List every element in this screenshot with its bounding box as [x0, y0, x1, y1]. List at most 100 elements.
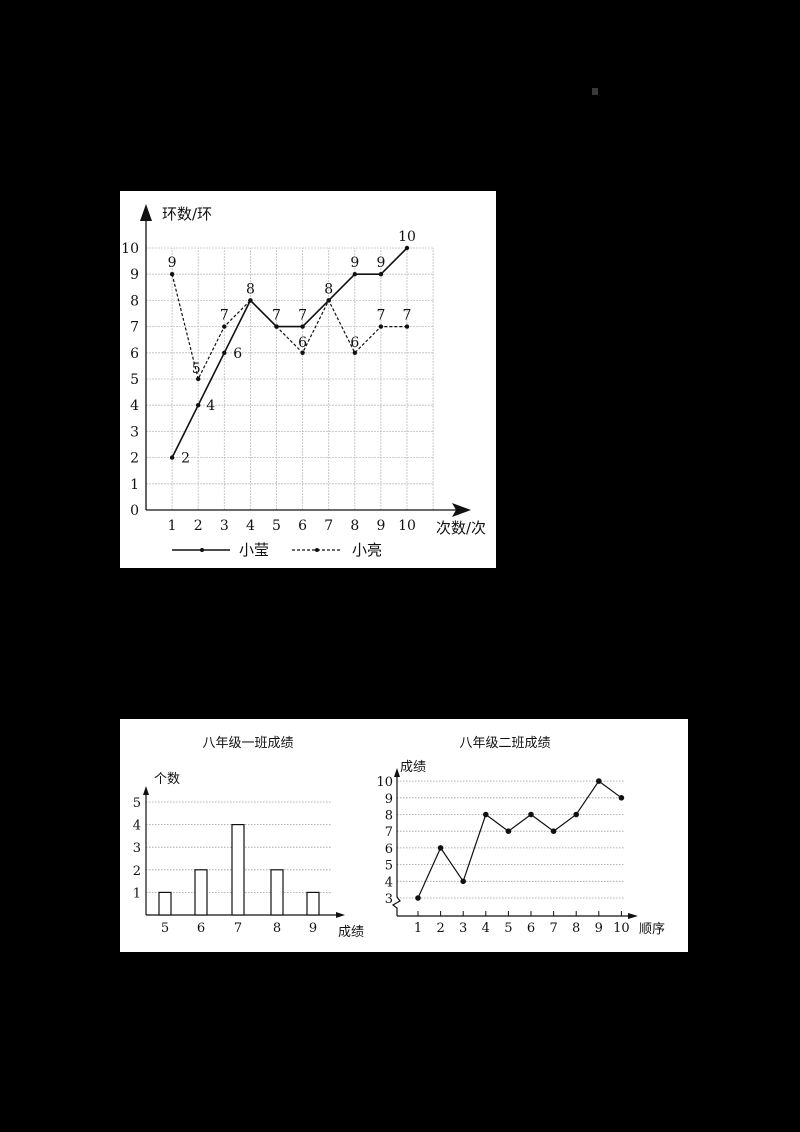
x-tick-label: 2 [194, 518, 203, 534]
y-tick-label: 5 [133, 796, 141, 811]
data-label: 7 [272, 308, 281, 324]
x-tick-labels: 1 2 3 4 5 6 7 8 9 10 [168, 518, 416, 534]
y-tick-label: 1 [133, 886, 141, 901]
x-tick-label: 5 [272, 518, 281, 534]
data-label: 7 [403, 308, 412, 324]
x-tick-label: 6 [298, 518, 307, 534]
data-point [300, 324, 305, 329]
x-tick-label: 9 [376, 518, 385, 534]
x-tick-label: 7 [324, 518, 333, 534]
data-point [222, 350, 227, 355]
data-point [483, 811, 489, 818]
chart-title-class-one: 八年级一班成绩 [202, 736, 293, 751]
data-point [596, 778, 602, 784]
data-label: 9 [168, 255, 177, 271]
bar-y-axis-label: 个数 [154, 772, 180, 787]
legend-label-xiaoliang: 小亮 [352, 541, 382, 559]
data-point [573, 811, 579, 818]
data-point [404, 245, 410, 251]
bar [158, 891, 172, 916]
y-tick-label: 3 [385, 892, 393, 907]
data-label: 5 [192, 361, 201, 377]
y-tick-label: 8 [385, 809, 393, 824]
shooting-score-chart: 环数/环 次数/次 0 1 2 3 4 5 6 7 8 9 10 1 2 3 4 5 6 7 8 9 10 2 4 6 8 7… [120, 191, 496, 568]
legend: 小莹 小亮 [172, 541, 382, 559]
data-point [437, 845, 444, 851]
data-point [415, 895, 421, 901]
x-tick-label: 8 [273, 921, 281, 936]
data-point [352, 272, 357, 277]
bar [270, 869, 284, 916]
data-labels: 2 4 6 8 7 7 8 9 9 10 9 5 7 6 6 7 7 [168, 229, 416, 467]
x-tick-label: 3 [459, 921, 467, 936]
score-polyline [417, 780, 622, 899]
x-tick-label: 8 [572, 921, 580, 936]
x-axis-arrow-icon [452, 503, 471, 517]
y-tick-label: 1 [130, 477, 139, 493]
scan-artifact [592, 88, 598, 95]
y-tick-label: 7 [130, 320, 139, 336]
data-point [528, 811, 534, 818]
line-grid [397, 780, 624, 899]
bar-x-axis-label: 成绩 [338, 925, 364, 940]
data-label: 6 [350, 335, 359, 351]
y-tick-label: 5 [130, 372, 139, 388]
bar-x-tick-labels: 5 6 7 8 9 [161, 921, 317, 936]
y-tick-label: 4 [385, 875, 393, 890]
bars [158, 823, 320, 916]
data-point [326, 298, 331, 303]
legend-dashed-marker [315, 548, 319, 552]
x-tick-label: 1 [414, 921, 422, 936]
data-point [274, 324, 279, 329]
line-y-axis-label: 成绩 [400, 760, 426, 775]
bar-y-tick-labels: 1 2 3 4 5 [133, 796, 141, 901]
data-point [196, 403, 201, 408]
data-point [222, 324, 227, 329]
data-point [378, 272, 384, 277]
class-one-bar-chart: 八年级一班成绩 个数 1 2 3 4 5 5 6 7 8 9 成绩 [133, 736, 364, 940]
y-tick-label: 10 [376, 775, 393, 790]
legend-label-xiaoying: 小莹 [239, 541, 269, 559]
data-label: 8 [324, 281, 333, 297]
y-tick-labels: 0 1 2 3 4 5 6 7 8 9 10 [121, 241, 139, 519]
y-axis-label: 环数/环 [162, 205, 212, 223]
x-tick-label: 7 [234, 921, 242, 936]
y-tick-label: 5 [385, 859, 393, 874]
series-line-solid [171, 247, 408, 458]
bar [231, 823, 245, 916]
data-point [378, 324, 384, 329]
data-label: 7 [376, 308, 385, 324]
line-x-axis-arrow-icon [628, 913, 638, 919]
x-axis-label: 次数/次 [436, 519, 486, 537]
data-point [300, 350, 305, 355]
y-tick-label: 3 [133, 841, 141, 856]
data-label: 7 [298, 308, 307, 324]
x-tick-label: 5 [161, 921, 169, 936]
y-tick-label: 8 [130, 293, 139, 309]
data-label: 8 [246, 281, 255, 297]
line-y-axis-with-break [391, 774, 401, 916]
line-y-axis-arrow-icon [394, 768, 400, 777]
data-point [550, 828, 557, 834]
x-tick-label: 6 [527, 921, 535, 936]
series-line-dashed [171, 274, 407, 381]
data-point [404, 324, 410, 329]
x-tick-label: 4 [482, 921, 490, 936]
series-lines [169, 245, 410, 460]
y-tick-label: 3 [130, 424, 139, 440]
data-label: 4 [206, 398, 215, 414]
data-point [169, 272, 175, 277]
y-tick-label: 7 [385, 825, 393, 840]
x-tick-label: 8 [350, 518, 359, 534]
bar-x-axis-arrow-icon [336, 912, 345, 918]
grid [146, 247, 434, 510]
data-point [248, 298, 253, 303]
legend-solid-marker [200, 548, 204, 552]
x-tick-label: 9 [309, 921, 317, 936]
x-tick-label: 3 [220, 518, 229, 534]
y-tick-label: 10 [121, 241, 139, 257]
y-tick-label: 4 [130, 398, 139, 414]
chart-title-class-two: 八年级二班成绩 [459, 736, 550, 751]
